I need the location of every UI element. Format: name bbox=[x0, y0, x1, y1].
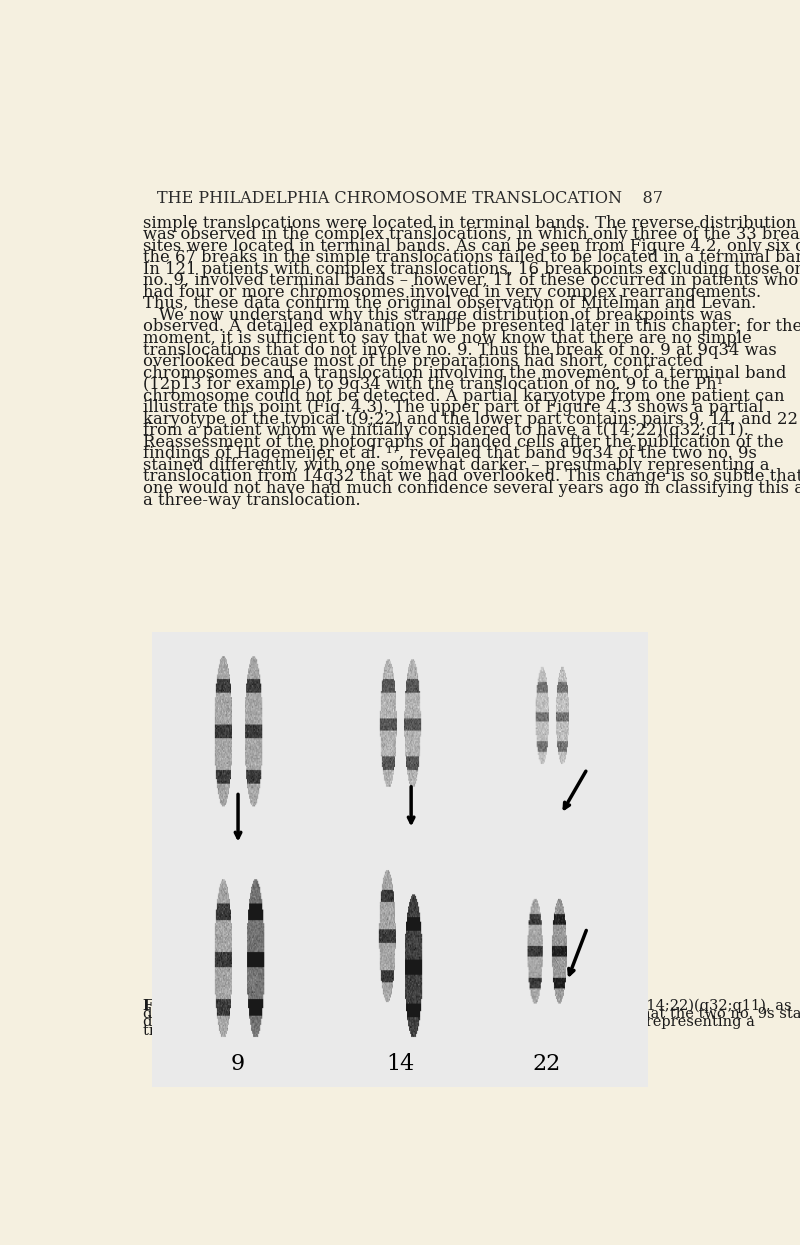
Text: chromosomes and a translocation involving the movement of a terminal band: chromosomes and a translocation involvin… bbox=[142, 365, 786, 381]
Text: was observed in the complex translocations, in which only three of the 33 break: was observed in the complex translocatio… bbox=[142, 227, 800, 243]
Text: 22: 22 bbox=[533, 1053, 561, 1074]
Text: had four or more chromosomes involved in very complex rearrangements.: had four or more chromosomes involved in… bbox=[142, 284, 761, 301]
Text: 9: 9 bbox=[231, 1053, 245, 1074]
Text: Thus, these data confirm the original observation of Mitelman and Levan.: Thus, these data confirm the original ob… bbox=[142, 295, 756, 312]
Text: Partial karyotype from a patient initially considered to have t(14;22)(q32;q11),: Partial karyotype from a patient initial… bbox=[182, 998, 792, 1013]
Text: one would not have had much confidence several years ago in classifying this as: one would not have had much confidence s… bbox=[142, 481, 800, 497]
Text: 14: 14 bbox=[386, 1053, 414, 1074]
Text: a three-way translocation.: a three-way translocation. bbox=[142, 492, 360, 508]
Text: karyotype of the typical t(9;22) and the lower part contains pairs 9, 14, and 22: karyotype of the typical t(9;22) and the… bbox=[142, 411, 798, 428]
Text: stained differently, with one somewhat darker – presumably representing a: stained differently, with one somewhat d… bbox=[142, 457, 769, 474]
Text: simple translocations were located in terminal bands. The reverse distribution: simple translocations were located in te… bbox=[142, 214, 796, 232]
Text: chromosome could not be detected. A partial karyotype from one patient can: chromosome could not be detected. A part… bbox=[142, 387, 784, 405]
Text: In 121 patients with complex translocations, 16 breakpoints excluding those on: In 121 patients with complex translocati… bbox=[142, 260, 800, 278]
Text: sites were located in terminal bands. As can be seen from Figure 4.2, only six o: sites were located in terminal bands. As… bbox=[142, 238, 800, 255]
Text: depicted in the upper part. Reassessment of banded cells showed that the two no.: depicted in the upper part. Reassessment… bbox=[142, 1007, 800, 1021]
Text: findings of Hagemeijer et al. ¹⁷, revealed that band 9q34 of the two no. 9s: findings of Hagemeijer et al. ¹⁷, reveal… bbox=[142, 446, 757, 462]
Text: We now understand why this strange distribution of breakpoints was: We now understand why this strange distr… bbox=[142, 308, 731, 324]
Text: moment, it is sufficient to say that we now know that there are no simple: moment, it is sufficient to say that we … bbox=[142, 330, 751, 347]
Text: differently, with the right hand one somewhat darker – presumably representing a: differently, with the right hand one som… bbox=[142, 1016, 754, 1030]
Text: THE PHILADELPHIA CHROMOSOME TRANSLOCATION    87: THE PHILADELPHIA CHROMOSOME TRANSLOCATIO… bbox=[157, 189, 663, 207]
Text: Reassessment of the photographs of banded cells after the publication of the: Reassessment of the photographs of bande… bbox=[142, 433, 783, 451]
Text: observed. A detailed explanation will be presented later in this chapter; for th: observed. A detailed explanation will be… bbox=[142, 319, 800, 335]
FancyBboxPatch shape bbox=[218, 636, 602, 986]
Text: no. 9, involved terminal bands – however, 11 of these occurred in patients who: no. 9, involved terminal bands – however… bbox=[142, 273, 798, 289]
Text: translocations that do not involve no. 9. Thus the break of no. 9 at 9q34 was: translocations that do not involve no. 9… bbox=[142, 341, 776, 359]
Text: the 67 breaks in the simple translocations failed to be located in a terminal ba: the 67 breaks in the simple translocatio… bbox=[142, 249, 800, 266]
Text: overlooked because most of the preparations had short, contracted: overlooked because most of the preparati… bbox=[142, 354, 702, 370]
Text: translocation from 14q32 (see text).: translocation from 14q32 (see text). bbox=[142, 1023, 410, 1038]
Text: from a patient whom we initially considered to have a t(14;22)(q32;q11).: from a patient whom we initially conside… bbox=[142, 422, 749, 439]
Text: Fig. 4.3: Fig. 4.3 bbox=[142, 998, 204, 1012]
Text: (12p13 for example) to 9q34 with the translocation of no. 9 to the Ph¹: (12p13 for example) to 9q34 with the tra… bbox=[142, 376, 722, 393]
Text: illustrate this point (Fig. 4.3). The upper part of Figure 4.3 shows a partial: illustrate this point (Fig. 4.3). The up… bbox=[142, 400, 763, 416]
Text: translocation from 14q32 that we had overlooked. This change is so subtle that: translocation from 14q32 that we had ove… bbox=[142, 468, 800, 486]
